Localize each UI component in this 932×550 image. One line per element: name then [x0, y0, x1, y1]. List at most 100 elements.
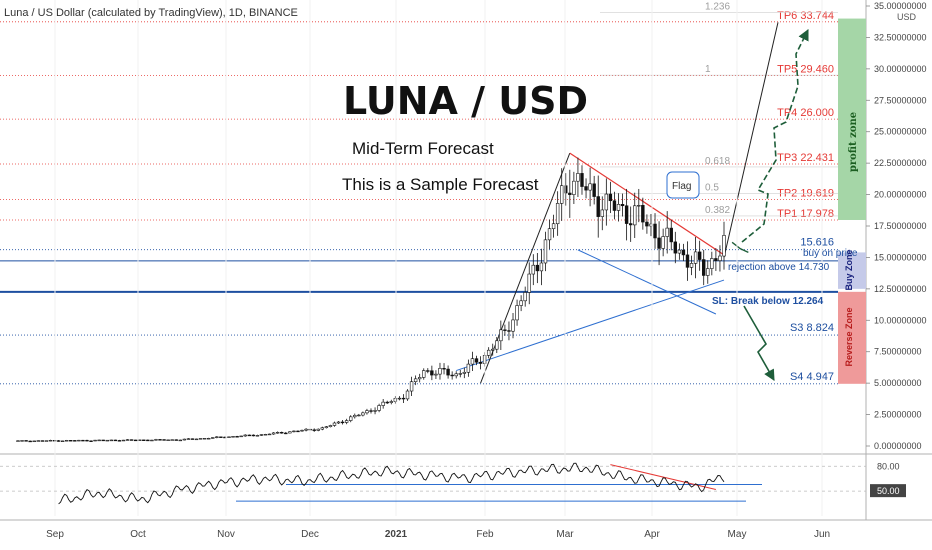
- candle-body: [64, 440, 69, 442]
- rsi-current-badge: [870, 484, 906, 498]
- time-axis[interactable]: Sep Oct Nov Dec 2021 Feb Mar Apr May Jun: [46, 0, 830, 540]
- candle-body: [105, 439, 109, 442]
- symbol-header: Luna / US Dollar (calculated by TradingV…: [4, 7, 298, 19]
- candle-body: [182, 438, 187, 441]
- candle-body: [361, 412, 365, 416]
- price-tick-label: 20.00000000: [874, 190, 927, 200]
- rsi-series: 80.00 50.00: [0, 461, 906, 505]
- candle-body: [170, 439, 174, 441]
- candle-body: [454, 373, 458, 377]
- candle-body: [474, 358, 479, 363]
- candle-body: [158, 439, 162, 441]
- reverse-zone: [838, 291, 866, 384]
- candle-body: [592, 183, 596, 197]
- candle-body: [259, 434, 264, 436]
- candle-body: [657, 237, 661, 249]
- candle-body: [231, 436, 235, 438]
- rsi-pane[interactable]: [0, 456, 866, 516]
- candle-body: [702, 259, 706, 276]
- time-label: May: [728, 529, 747, 540]
- candle-body: [661, 236, 665, 249]
- flag-bottom-line: [577, 249, 717, 315]
- candle-body: [584, 186, 588, 191]
- candle-body: [207, 437, 211, 440]
- time-label: Mar: [556, 529, 574, 540]
- candle-body: [430, 370, 434, 376]
- candle-body: [235, 436, 239, 438]
- candle-body: [491, 348, 495, 351]
- candle-body: [166, 439, 170, 441]
- candle-body: [146, 439, 150, 442]
- candle-body: [685, 254, 690, 268]
- candle-body: [20, 440, 24, 442]
- candle-body: [178, 439, 182, 442]
- candle-body: [60, 440, 65, 442]
- candle-body: [503, 329, 507, 331]
- price-tick-label: 12.50000000: [874, 284, 927, 294]
- chart-title: LUNA / USD: [343, 79, 588, 123]
- candle-body: [275, 432, 280, 434]
- candle-body: [673, 241, 678, 254]
- candle-body: [255, 435, 260, 437]
- price-tick-label: 32.50000000: [874, 32, 927, 42]
- candle-body: [543, 239, 548, 264]
- candle-body: [697, 251, 702, 260]
- fib-label: 0.5: [705, 182, 719, 193]
- candle-body: [56, 440, 61, 442]
- time-label: Sep: [46, 529, 64, 540]
- stop-loss-label: SL: Break below 12.264: [712, 296, 824, 307]
- candle-body: [393, 397, 398, 402]
- candle-body: [499, 329, 503, 342]
- candle-body: [616, 204, 621, 211]
- candle-body: [211, 437, 215, 439]
- candle-body: [511, 319, 515, 332]
- candle-body: [446, 368, 450, 376]
- candle-body: [596, 196, 600, 217]
- candle-body: [336, 421, 341, 424]
- candle-body: [271, 432, 276, 435]
- candle-body: [555, 203, 560, 225]
- candle-body: [413, 378, 418, 383]
- buy-zone: [838, 252, 866, 289]
- price-tick-label: 27.50000000: [874, 95, 927, 105]
- candle-body: [462, 371, 467, 374]
- buy-text-line2: rejection above 14.730: [728, 262, 830, 273]
- target-label: TP5 29.460: [777, 64, 834, 76]
- candle-body: [97, 439, 101, 442]
- candle-body: [16, 440, 20, 442]
- target-projection: [723, 22, 779, 258]
- candle-body: [422, 370, 426, 378]
- candle-body: [316, 428, 320, 431]
- candle-body: [373, 410, 377, 412]
- candle-body: [369, 410, 373, 412]
- candle-body: [174, 439, 178, 441]
- rsi-current-value: 50.00: [877, 486, 900, 496]
- candle-body: [681, 249, 686, 256]
- candle-body: [32, 440, 36, 443]
- forecast-arrows: [741, 28, 809, 381]
- candle-body: [527, 273, 531, 293]
- candle-body: [381, 401, 385, 406]
- candle-body: [547, 228, 552, 241]
- candle-body: [385, 401, 389, 404]
- candle-body: [247, 434, 251, 437]
- candle-body: [267, 433, 272, 436]
- price-axis[interactable]: 0.00000000 2.50000000 5.00000000 7.50000000…: [866, 1, 927, 451]
- candle-body: [194, 438, 199, 441]
- price-tick-label: 2.50000000: [874, 410, 922, 420]
- candle-body: [572, 180, 576, 195]
- support-label: S4 4.947: [790, 371, 834, 383]
- candle-body: [93, 439, 97, 442]
- price-tick-label: 35.00000000: [874, 1, 927, 11]
- candle-body: [653, 223, 657, 239]
- buy-text-line1: buy on price: [803, 248, 858, 259]
- candle-body: [523, 292, 527, 302]
- price-tick-label: 22.50000000: [874, 158, 927, 168]
- candle-body: [81, 439, 85, 442]
- candle-body: [620, 204, 625, 207]
- candle-body: [450, 374, 454, 377]
- candle-body: [722, 235, 726, 257]
- candle-body: [324, 426, 329, 429]
- price-tick-label: 25.00000000: [874, 127, 927, 137]
